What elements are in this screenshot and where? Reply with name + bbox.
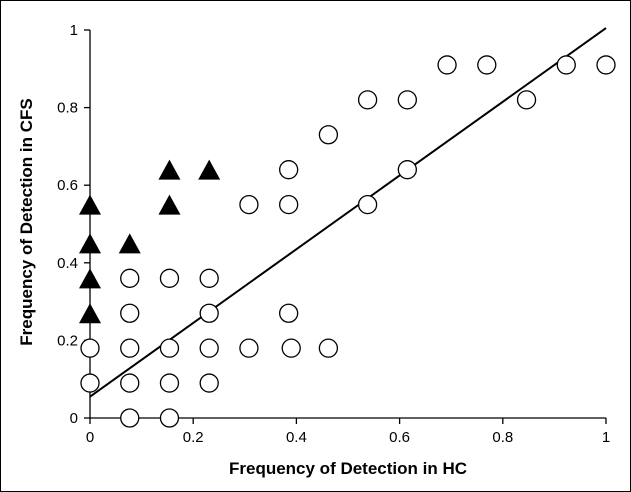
data-point-circle: [318, 125, 339, 145]
data-point-triangle: [79, 268, 101, 289]
data-point-triangle: [118, 233, 141, 254]
data-point-circle: [80, 338, 100, 358]
data-point-circle: [199, 338, 219, 358]
data-point-circle: [477, 55, 497, 75]
x-axis-label: Frequency of Detection in HC: [229, 459, 467, 478]
data-point-circle: [281, 338, 301, 358]
y-tick-label: 0.2: [57, 332, 78, 349]
data-point-circle: [397, 90, 417, 110]
data-point-circle: [239, 338, 259, 358]
data-point-circle: [357, 194, 378, 215]
y-tick-label: 0.6: [57, 177, 78, 194]
tick-labels: 0 0.2 0.4 0.6 0.8 1 0 0.2 0.4 0.6 0.8 1: [57, 22, 610, 446]
data-point-circle: [279, 194, 299, 215]
x-tick-label: 1: [602, 429, 610, 446]
data-point-triangle: [158, 194, 181, 215]
x-tick-label: 0.2: [183, 429, 204, 446]
data-point-circle: [80, 373, 100, 393]
data-point-circle: [120, 408, 140, 428]
data-point-triangle: [158, 159, 181, 180]
data-point-circle: [120, 338, 140, 358]
data-point-circle: [437, 55, 457, 75]
data-point-circle: [397, 160, 417, 180]
data-point-circle: [357, 90, 378, 110]
data-point-triangle: [79, 194, 101, 215]
data-point-circle: [159, 268, 180, 288]
y-tick-label: 0.4: [57, 255, 78, 272]
trendline-group: [89, 27, 607, 398]
data-point-circle: [199, 303, 219, 323]
y-tick-label: 0: [70, 410, 78, 427]
data-point-circle: [279, 303, 299, 323]
x-tick-label: 0.4: [286, 429, 307, 446]
data-point-triangle: [79, 233, 101, 254]
y-axis-label: Frequency of Detection in CFS: [17, 98, 36, 345]
data-point-circle: [516, 90, 537, 110]
data-point-circle: [556, 55, 576, 75]
data-point-circle: [318, 338, 339, 358]
data-point-circle: [120, 373, 140, 393]
axes: [84, 29, 607, 424]
data-point-triangle: [198, 159, 221, 180]
y-tick-label: 1: [70, 22, 78, 39]
trendline: [89, 27, 607, 398]
data-point-triangle: [79, 303, 101, 324]
data-points: [79, 55, 616, 428]
data-point-circle: [159, 338, 180, 358]
data-point-circle: [199, 268, 219, 288]
x-tick-label: 0.8: [492, 429, 513, 446]
y-tick-label: 0.8: [57, 100, 78, 117]
x-tick-label: 0: [86, 429, 94, 446]
data-point-circle: [120, 303, 140, 323]
data-point-circle: [159, 373, 180, 393]
data-point-circle: [596, 55, 616, 75]
data-point-circle: [159, 408, 180, 428]
data-point-circle: [279, 160, 299, 180]
data-point-circle: [239, 194, 259, 215]
x-tick-label: 0.6: [389, 429, 410, 446]
data-point-circle: [120, 268, 140, 288]
data-point-circle: [199, 373, 219, 393]
